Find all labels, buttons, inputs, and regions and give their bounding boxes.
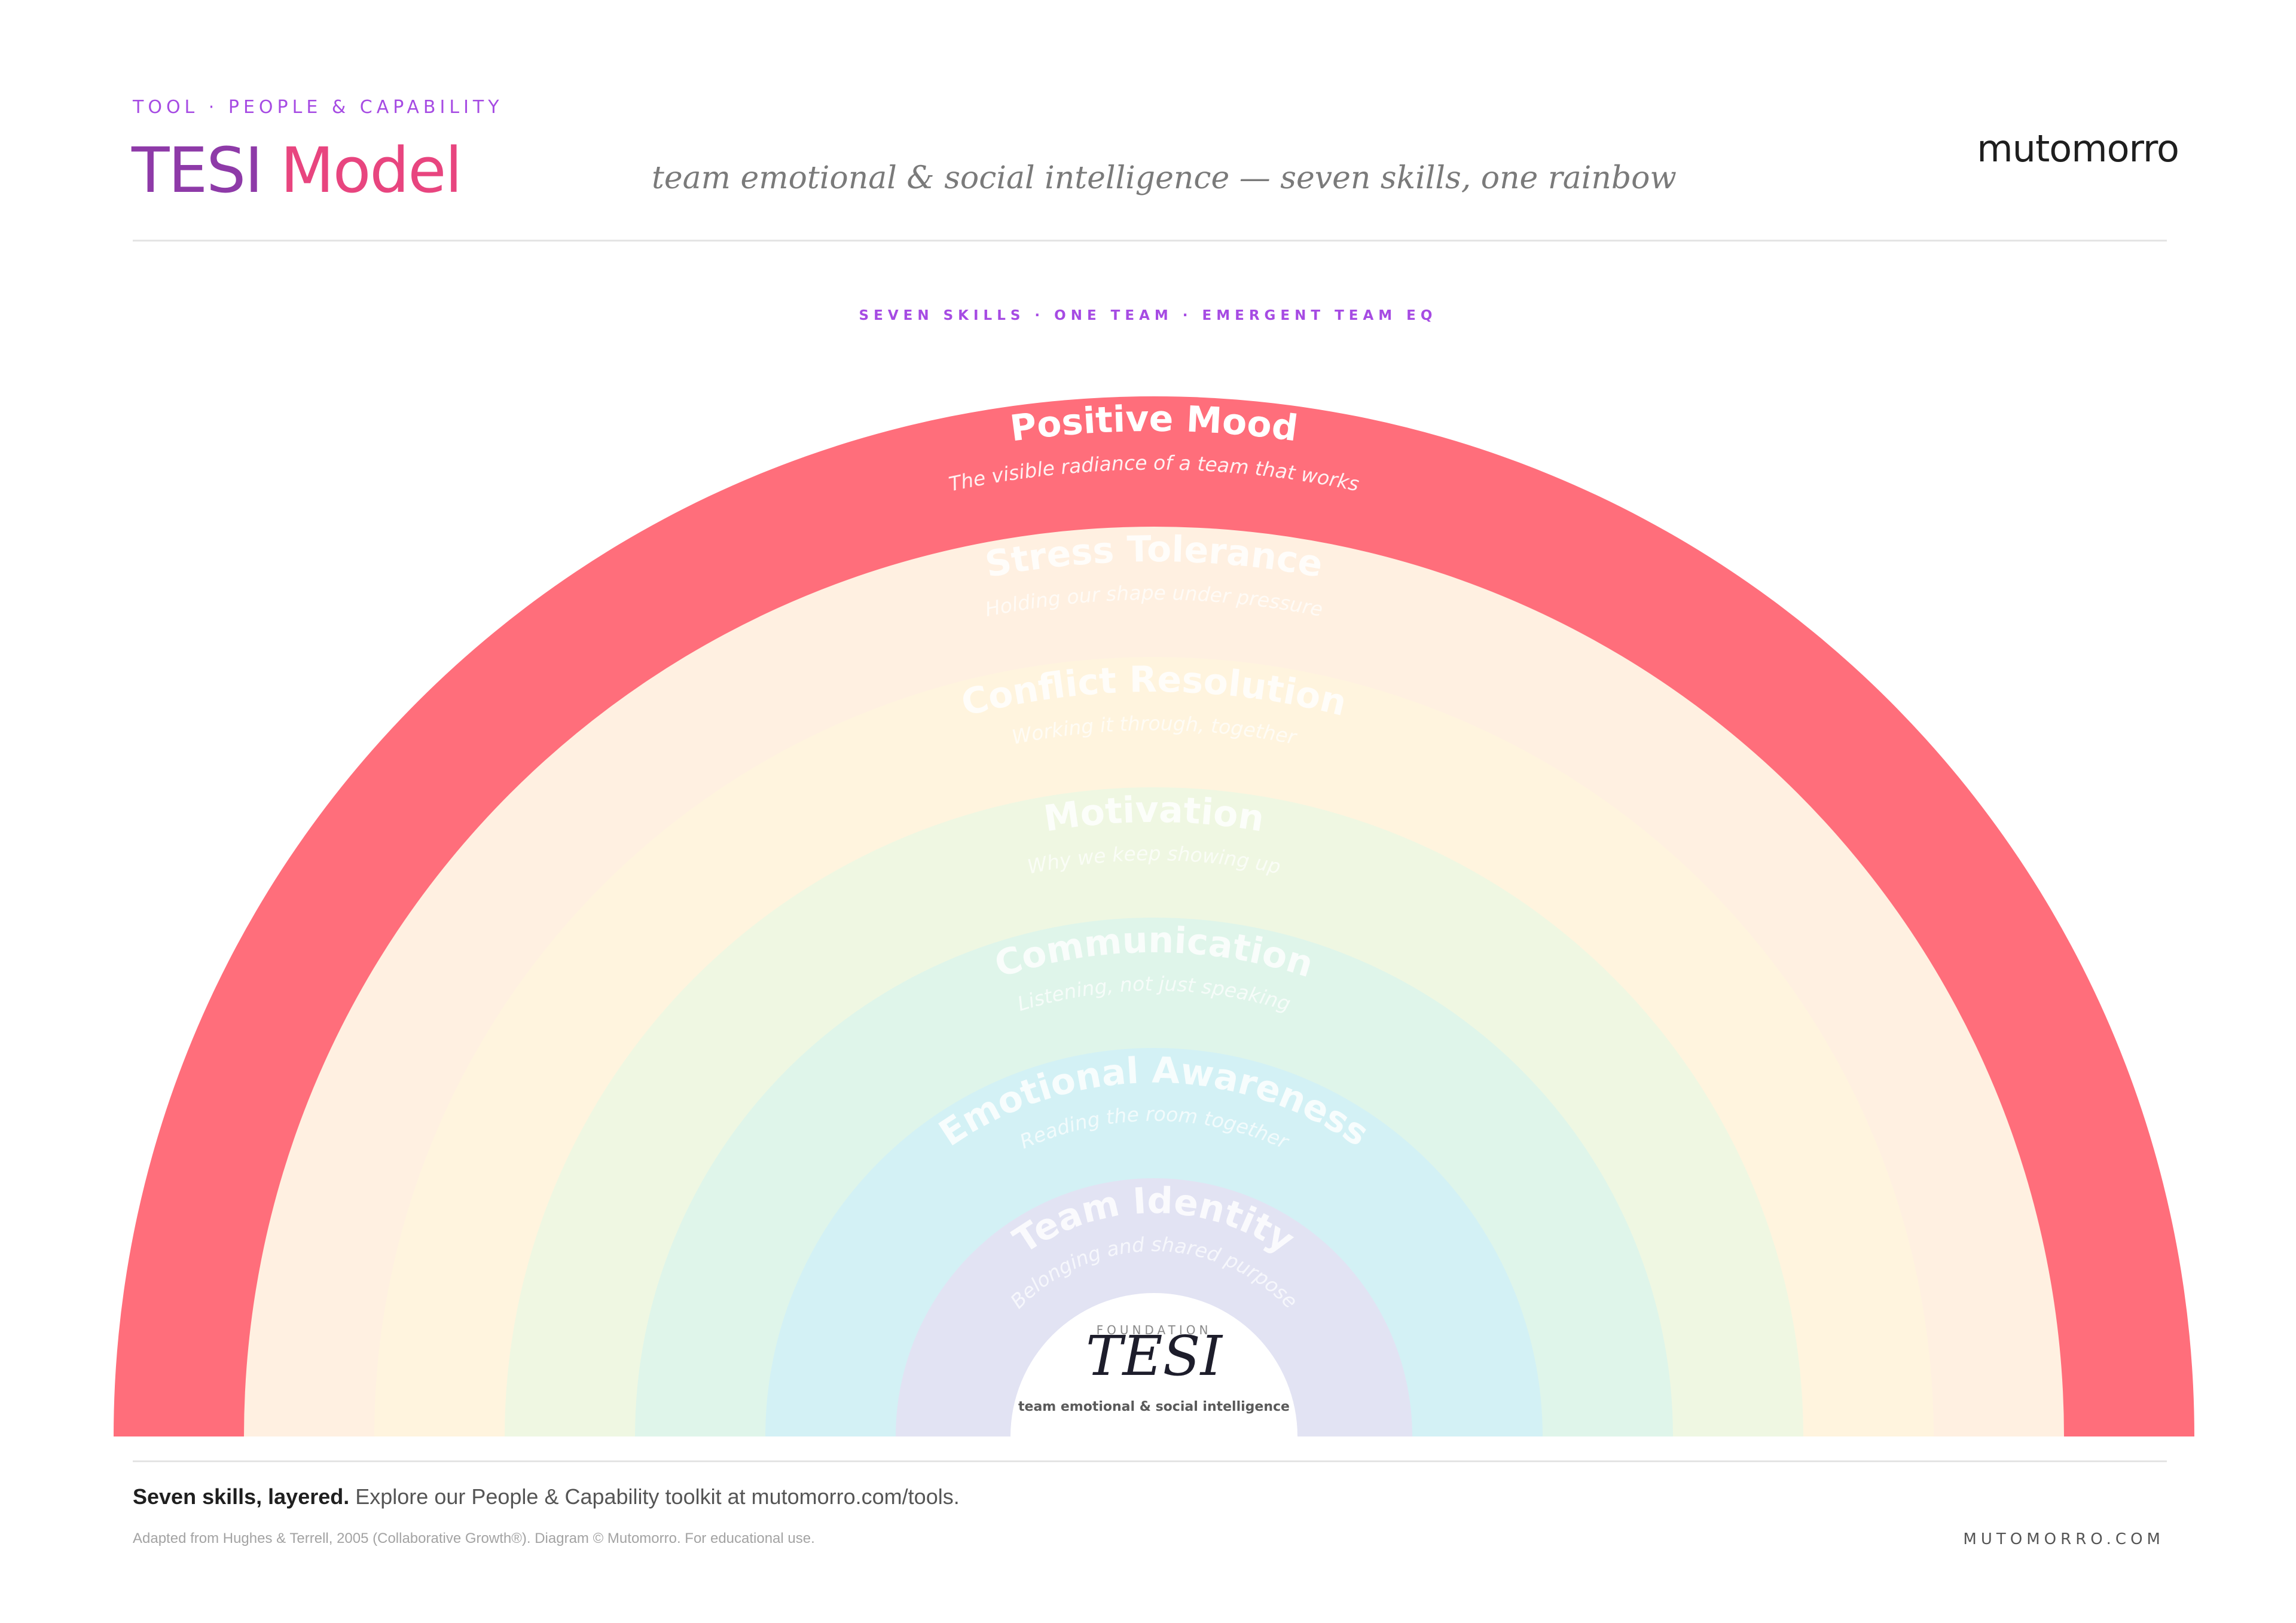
header-divider (133, 240, 2167, 242)
rainbow-bands (114, 396, 2194, 1436)
foundation-core: FOUNDATION TESI team emotional & social … (1010, 1293, 1297, 1436)
foundation-eyebrow: FOUNDATION (1097, 1323, 1212, 1337)
foundation-title: TESI (1086, 1324, 1223, 1388)
eyebrow: TOOL · PEOPLE & CAPABILITY (133, 97, 503, 118)
footer-credit: Adapted from Hughes & Terrell, 2005 (Col… (133, 1530, 815, 1546)
title-part-2: Model (280, 134, 462, 207)
footer-lead-text: Explore our People & Capability toolkit … (355, 1484, 960, 1509)
diagram-caption: SEVEN SKILLS · ONE TEAM · EMERGENT TEAM … (859, 308, 1437, 323)
footer-site-link[interactable]: MUTOMORRO.COM (1963, 1530, 2164, 1548)
footer-lead-bold: Seven skills, layered. (133, 1484, 350, 1509)
foundation-semicircle (1010, 1293, 1297, 1436)
subtitle: team emotional & social intelligence — s… (652, 160, 1677, 196)
brand-logo[interactable]: mutomorro (1977, 127, 2179, 170)
title-part-1: TESI (132, 134, 263, 207)
page-title: TESI Model (132, 132, 462, 209)
foundation-subtitle: team emotional & social intelligence (1018, 1399, 1290, 1414)
footer-lead: Seven skills, layered. Explore our Peopl… (133, 1484, 960, 1509)
footer-divider (133, 1460, 2167, 1462)
